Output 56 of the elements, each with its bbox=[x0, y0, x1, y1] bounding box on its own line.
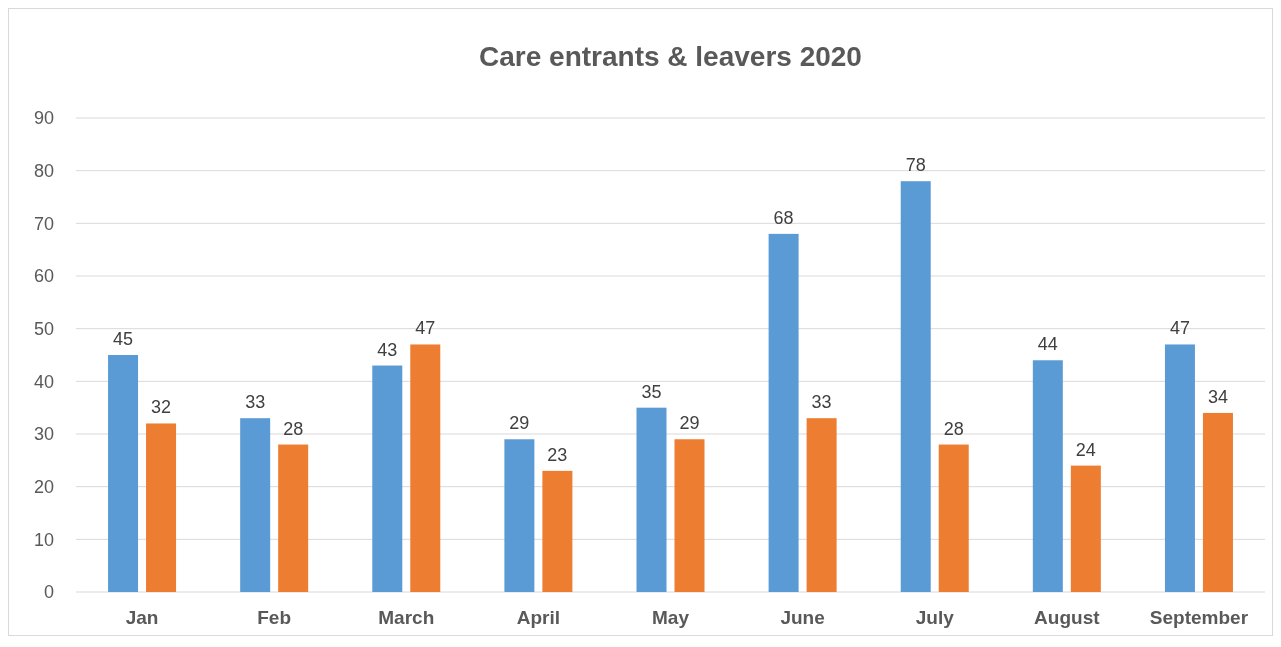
x-tick-label: August bbox=[1034, 607, 1101, 628]
data-label: 33 bbox=[245, 392, 266, 413]
y-tick-label: 40 bbox=[33, 371, 54, 392]
data-label: 43 bbox=[377, 339, 398, 360]
y-tick-label: 0 bbox=[43, 582, 54, 603]
y-tick-label: 30 bbox=[33, 424, 54, 445]
bar bbox=[372, 365, 403, 592]
x-tick-label: July bbox=[915, 607, 955, 628]
y-tick-label: 20 bbox=[33, 476, 54, 497]
y-tick-label: 10 bbox=[33, 529, 54, 550]
data-label: 45 bbox=[113, 329, 134, 349]
x-tick-label: April bbox=[516, 607, 561, 628]
bar bbox=[1202, 412, 1233, 592]
y-tick-label: 60 bbox=[33, 266, 54, 287]
data-label: 28 bbox=[943, 418, 964, 439]
bar bbox=[674, 439, 705, 592]
x-tick-label: Feb bbox=[257, 607, 292, 628]
x-tick-label: March bbox=[378, 607, 435, 628]
y-tick-label: 70 bbox=[33, 213, 54, 234]
x-tick-label: May bbox=[652, 607, 690, 628]
bar bbox=[1032, 360, 1063, 592]
y-tick-label: 80 bbox=[33, 160, 54, 181]
bar bbox=[768, 233, 799, 592]
bar bbox=[108, 355, 139, 592]
data-label: 34 bbox=[1207, 386, 1228, 407]
bar bbox=[146, 423, 177, 592]
data-label: 47 bbox=[1169, 318, 1190, 339]
x-tick-label: September bbox=[1149, 607, 1249, 628]
data-label: 29 bbox=[509, 413, 530, 434]
bar bbox=[278, 444, 309, 592]
y-tick-label: 90 bbox=[33, 108, 54, 129]
data-label: 28 bbox=[283, 418, 304, 439]
x-tick-label: Jan bbox=[125, 607, 159, 628]
data-label: 35 bbox=[641, 381, 662, 402]
y-tick-label: 50 bbox=[33, 318, 54, 339]
bar bbox=[1164, 344, 1195, 592]
data-label: 78 bbox=[905, 155, 926, 176]
bar bbox=[410, 344, 441, 592]
x-tick-label: June bbox=[780, 607, 825, 628]
data-label: 29 bbox=[679, 413, 700, 434]
data-label: 24 bbox=[1075, 439, 1096, 460]
data-label: 23 bbox=[547, 444, 568, 465]
data-label: 47 bbox=[415, 318, 436, 339]
bar bbox=[542, 470, 573, 592]
bar bbox=[938, 444, 969, 592]
data-label: 33 bbox=[811, 392, 832, 413]
bar bbox=[504, 439, 535, 592]
chart-title: Care entrants & leavers 2020 bbox=[479, 41, 862, 72]
bar bbox=[806, 418, 837, 592]
bar bbox=[240, 418, 271, 592]
data-label: 44 bbox=[1037, 334, 1058, 355]
data-label: 68 bbox=[773, 207, 794, 228]
bar bbox=[1070, 465, 1101, 592]
bar bbox=[900, 181, 931, 592]
data-label: 32 bbox=[151, 397, 172, 418]
bar bbox=[636, 407, 667, 592]
